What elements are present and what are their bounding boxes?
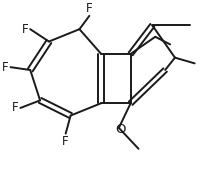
Text: F: F [12, 101, 19, 115]
Text: F: F [2, 61, 9, 74]
Text: F: F [86, 2, 93, 15]
Text: O: O [116, 123, 126, 136]
Text: F: F [62, 135, 69, 149]
Text: F: F [22, 23, 28, 36]
